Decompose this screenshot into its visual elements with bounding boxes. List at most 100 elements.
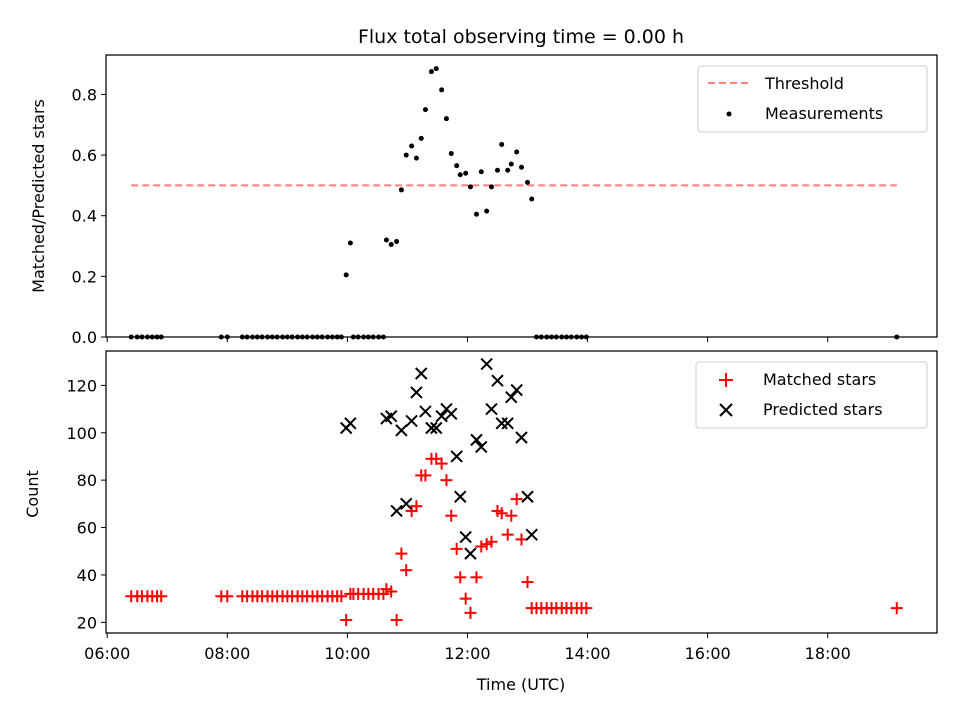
measurement-point [347, 240, 353, 246]
count-legend: Matched stars Predicted stars [695, 361, 928, 429]
ratio-panel: Flux total observing time = 0.00 h 0.0 0.… [29, 26, 938, 347]
measurement-point [394, 238, 400, 244]
predicted-star-marker [410, 386, 423, 399]
count-x-tick-label: 06:00 [84, 644, 130, 663]
matched-star-marker [580, 602, 593, 615]
predicted-star-marker [430, 421, 443, 435]
measurement-point [478, 169, 484, 175]
measurement-point [484, 208, 490, 214]
ratio-y-tick-label: 0.0 [72, 328, 97, 347]
matched-star-marker [505, 509, 518, 522]
matched-star-marker [419, 469, 432, 482]
measurement-point [494, 167, 500, 173]
measurement-point [433, 66, 439, 72]
ratio-legend-box [697, 65, 928, 133]
predicted-star-marker [435, 409, 448, 423]
ratio-y-tick-label: 0.2 [72, 267, 97, 286]
predicted-star-marker [395, 424, 408, 437]
predicted-star-marker [400, 497, 413, 511]
matched-star-marker [400, 564, 413, 577]
predicted-star-marker [470, 433, 483, 447]
matched-star-marker [155, 590, 168, 603]
predicted-star-marker [501, 417, 514, 430]
matched-star-marker [495, 507, 508, 520]
predicted-star-marker [415, 367, 428, 380]
measurement-point [514, 149, 520, 155]
count-x-tick-label: 16:00 [685, 644, 731, 663]
count-y-tick-label: 40 [77, 566, 97, 585]
matched-star-marker [470, 571, 483, 584]
ratio-y-axis-label: Matched/Predicted stars [29, 99, 48, 293]
legend-predicted-label: Predicted stars [763, 400, 883, 419]
count-x-tick-label: 18:00 [805, 644, 851, 663]
measurement-point [499, 141, 505, 147]
count-plot-data [125, 357, 903, 626]
count-y-axis-label: Count [23, 470, 42, 518]
matched-star-marker [475, 540, 488, 553]
measurement-point [529, 196, 535, 202]
ratio-plot-frame [105, 54, 938, 338]
matched-star-marker [515, 533, 528, 546]
measurement-point [454, 163, 460, 169]
legend-predicted-swatch [719, 403, 733, 417]
predicted-star-marker [390, 504, 403, 518]
matched-star-marker [459, 592, 472, 605]
count-plot-frame [105, 350, 938, 634]
measurement-point [388, 242, 394, 248]
measurement-point [422, 107, 428, 113]
matched-star-marker [464, 606, 477, 619]
matched-star-marker [521, 576, 534, 589]
measurement-point [439, 87, 445, 93]
predicted-star-marker [521, 490, 534, 503]
predicted-star-marker [480, 357, 493, 371]
predicted-star-marker [464, 547, 477, 560]
predicted-star-marker [510, 383, 523, 397]
predicted-star-marker [425, 421, 438, 435]
predicted-star-marker [525, 528, 538, 541]
measurement-point [463, 170, 469, 176]
matched-star-marker [510, 493, 523, 506]
matched-star-marker [485, 535, 498, 548]
matched-star-marker [335, 590, 348, 603]
count-panel: 20 40 60 80 100 120 06:00 08:00 10:00 12:00 14:00… [23, 350, 938, 694]
predicted-star-marker [445, 407, 458, 421]
predicted-star-marker [491, 374, 504, 387]
ratio-y-tick-label: 0.8 [72, 85, 97, 104]
measurement-point [443, 116, 449, 122]
matched-star-marker [385, 585, 398, 598]
measurement-point [508, 161, 514, 167]
measurement-point [473, 211, 479, 217]
count-y-axis: 20 40 60 80 100 120 [66, 376, 106, 632]
chart-title: Flux total observing time = 0.00 h [358, 26, 684, 48]
measurement-point [418, 135, 424, 141]
matched-star-marker [501, 528, 514, 541]
measurement-point [343, 272, 349, 278]
measurement-point [488, 184, 494, 190]
count-x-axis: 06:00 08:00 10:00 12:00 14:00 16:00 18:00 [84, 633, 851, 663]
measurement-point [383, 237, 389, 243]
count-x-tick-label: 14:00 [564, 644, 610, 663]
matched-star-marker [445, 509, 458, 522]
measurement-point [409, 143, 415, 149]
matched-star-marker [440, 474, 453, 487]
ratio-y-tick-label: 0.6 [72, 146, 97, 165]
predicted-star-marker [384, 409, 398, 423]
measurement-point [525, 179, 531, 185]
measurement-point [403, 152, 409, 158]
predicted-star-marker [485, 402, 498, 416]
predicted-star-marker [419, 405, 432, 418]
measurement-point [457, 172, 463, 178]
predicted-star-marker [450, 450, 463, 463]
count-x-tick-label: 10:00 [324, 644, 370, 663]
legend-measurements-label: Measurements [765, 104, 883, 123]
matched-star-marker [395, 547, 408, 560]
ratio-x-axis [106, 337, 829, 342]
matched-star-marker [221, 590, 234, 603]
measurement-point [467, 184, 473, 190]
matched-star-marker [450, 542, 463, 555]
measurement-point [413, 155, 419, 161]
count-legend-box [695, 361, 928, 429]
measurement-point [519, 164, 524, 170]
predicted-star-marker [475, 440, 488, 454]
